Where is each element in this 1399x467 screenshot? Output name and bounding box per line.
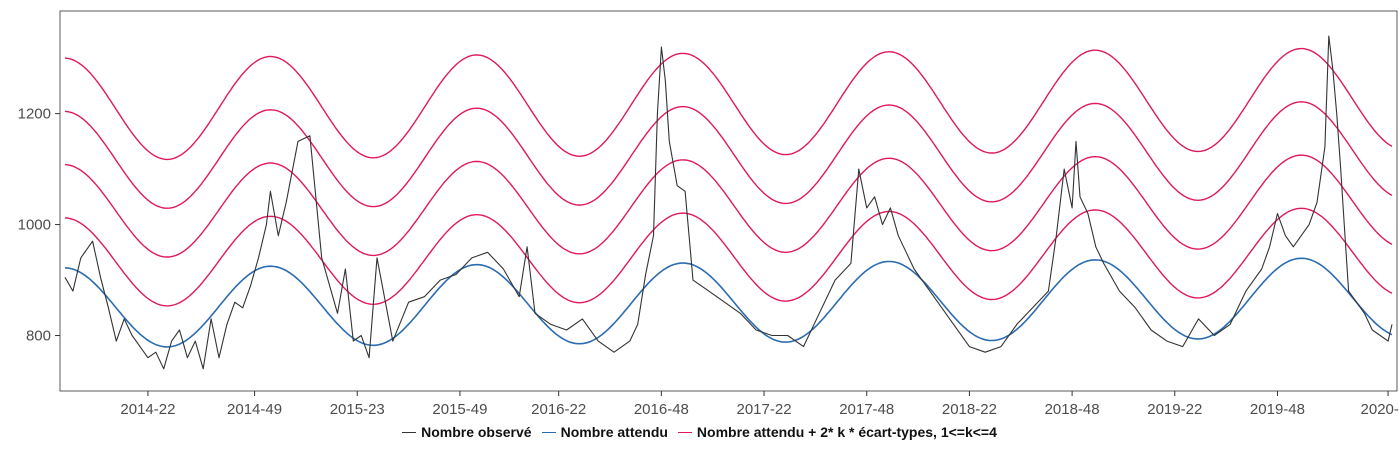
legend-swatch-expected xyxy=(541,431,556,433)
legend-item-threshold: Nombre attendu + 2* k * écart-types, 1<=… xyxy=(677,424,997,440)
y-tick-label: 800 xyxy=(26,328,51,345)
y-tick-label: 1200 xyxy=(18,106,51,123)
x-tick-label: 2016-48 xyxy=(634,401,689,418)
legend-label-observed: Nombre observé xyxy=(421,424,532,440)
x-tick-label: 2018-22 xyxy=(942,401,997,418)
threshold-line-k3 xyxy=(64,101,1393,209)
x-tick-label: 2015-23 xyxy=(330,401,385,418)
expected-line xyxy=(64,257,1393,348)
legend: Nombre observé Nombre attendu Nombre att… xyxy=(0,424,1399,440)
legend-swatch-observed xyxy=(402,431,417,433)
observed-line-group xyxy=(64,35,1393,370)
x-tick-label: 2019-48 xyxy=(1250,401,1305,418)
legend-label-expected: Nombre attendu xyxy=(560,424,668,440)
chart: 800 1000 1200 2014-22 2014-49 2015-23 2015-49… xyxy=(18,10,1399,418)
expected-line-group xyxy=(64,257,1393,348)
threshold-line-k1 xyxy=(64,207,1393,307)
plot-panel xyxy=(59,10,1398,392)
observed-line xyxy=(64,35,1393,370)
x-tick-label: 2019-22 xyxy=(1147,401,1202,418)
x-tick-label: 2017-48 xyxy=(839,401,894,418)
y-axis: 800 1000 1200 xyxy=(18,106,60,345)
y-tick-label: 1000 xyxy=(18,217,51,234)
legend-item-observed: Nombre observé xyxy=(402,424,532,440)
x-axis: 2014-22 2014-49 2015-23 2015-49 2016-22 2016-… xyxy=(120,391,1399,418)
x-tick-label: 2014-49 xyxy=(227,401,282,418)
x-tick-label: 2014-22 xyxy=(120,401,175,418)
threshold-lines xyxy=(64,47,1393,307)
legend-swatch-threshold xyxy=(677,431,692,433)
legend-item-expected: Nombre attendu xyxy=(541,424,668,440)
x-tick-label: 2017-22 xyxy=(737,401,792,418)
x-tick-label: 2018-48 xyxy=(1045,401,1100,418)
x-tick-label: 2016-22 xyxy=(531,401,586,418)
legend-label-threshold: Nombre attendu + 2* k * écart-types, 1<=… xyxy=(696,424,997,440)
x-tick-label: 2015-49 xyxy=(432,401,487,418)
threshold-line-k4 xyxy=(64,47,1393,161)
threshold-line-k2 xyxy=(64,154,1393,258)
x-tick-label: 2020-23 xyxy=(1361,401,1399,418)
